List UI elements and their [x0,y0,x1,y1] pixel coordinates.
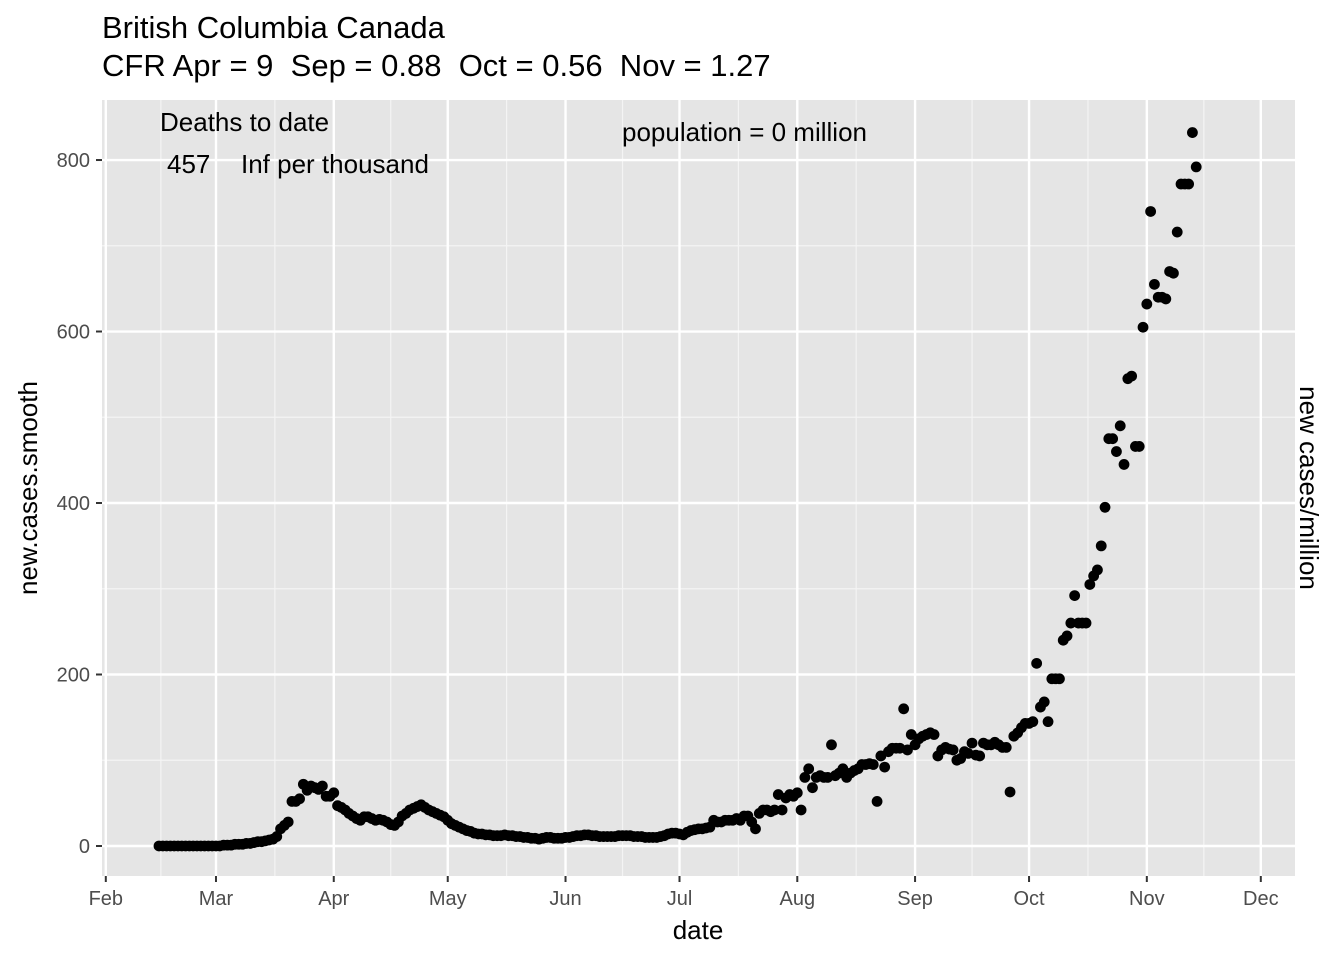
x-tick-label: Nov [1129,888,1165,910]
data-point [974,750,986,762]
data-point [1054,673,1065,685]
data-point [316,780,328,792]
data-point [966,737,978,749]
x-tick-label: Aug [779,888,815,910]
data-point [769,804,780,816]
data-point [1027,716,1039,728]
data-point [1168,267,1179,279]
data-point [795,804,807,816]
data-point [1171,226,1183,238]
chart-title: British Columbia Canada [102,10,445,45]
x-tick-label: May [429,888,467,910]
x-tick-label: Oct [1013,888,1045,910]
data-point [328,787,340,799]
y-tick-label: 0 [79,836,90,858]
data-point [776,804,788,816]
data-point [1137,321,1149,333]
data-point [1095,540,1107,552]
major-gridlines [102,100,1295,876]
data-points [153,127,1202,852]
y-axis-title-right: new cases/million [1294,386,1324,590]
x-tick-label: Feb [89,888,123,910]
data-point [282,816,294,828]
data-point [1190,161,1202,173]
data-point [1111,446,1122,457]
data-point [1107,433,1119,445]
minor-gridlines [102,100,1295,876]
data-point [1126,370,1138,382]
data-point [947,744,959,756]
data-point [807,782,818,794]
x-axis: Feb Mar Apr May Jun Jul Aug Sep Oct Nov Dec [89,876,1279,910]
data-point [1160,293,1172,305]
data-point [879,761,891,773]
x-axis-title: date [673,915,724,945]
x-tick-label: Dec [1243,888,1279,910]
data-point [1092,564,1103,576]
data-point [871,796,883,807]
deaths-label: Deaths to date [160,107,329,137]
y-tick-label: 200 [57,664,90,686]
data-point [1133,441,1145,452]
data-point [294,793,305,805]
population-label: population = 0 million [622,117,867,147]
data-point [799,771,811,783]
data-point [1061,630,1073,642]
x-tick-label: Apr [318,888,349,910]
data-point [1042,716,1054,728]
data-point [826,739,837,751]
data-point [1145,206,1157,217]
data-point [1099,501,1111,513]
data-point [867,759,879,770]
y-tick-label: 400 [57,493,90,515]
data-point [1084,579,1096,590]
chart-subtitle: CFR Apr = 9 Sep = 0.88 Oct = 0.56 Nov = … [102,48,771,83]
deaths-value: 457 [167,149,210,179]
data-point [1141,298,1153,310]
x-tick-label: Jun [549,888,581,910]
data-point [1069,590,1081,602]
y-tick-label: 600 [57,322,90,344]
data-point [1031,657,1043,669]
data-point [1114,420,1126,432]
data-point [1183,178,1195,190]
x-tick-label: Jul [667,888,693,910]
data-point [1038,696,1050,708]
data-point [1187,127,1198,138]
y-tick-label: 800 [57,150,90,172]
deaths-rate: Inf per thousand [241,149,429,179]
data-point [1000,741,1012,753]
data-point [1065,617,1077,629]
y-axis: 0 200 400 600 800 [57,150,102,858]
data-point [928,729,940,740]
x-tick-label: Mar [199,888,234,910]
x-tick-label: Sep [897,888,933,910]
data-point [803,763,815,775]
data-point [898,703,910,715]
data-point [1080,617,1092,629]
plot-panel [102,100,1295,876]
data-point [750,823,761,835]
data-point [791,787,803,799]
data-point [1118,459,1130,470]
data-point [1004,786,1016,798]
y-axis-title: new.cases.smooth [13,381,43,595]
data-point [1149,278,1160,290]
data-point [902,744,913,756]
